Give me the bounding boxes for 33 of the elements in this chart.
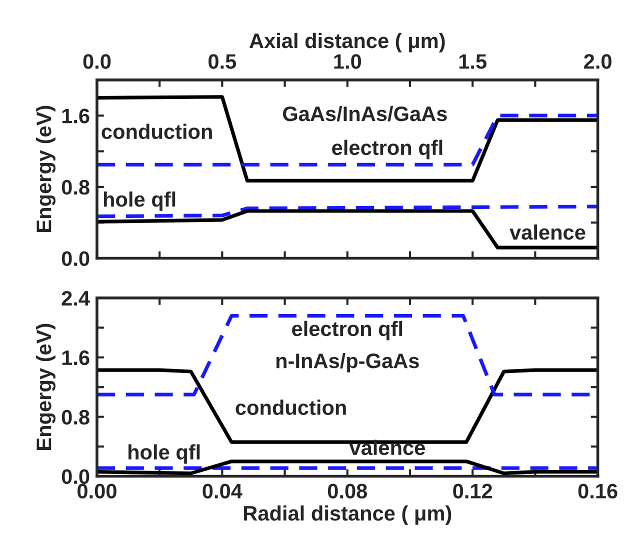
x-tick-label: 0.5 bbox=[208, 54, 236, 69]
x-tick-label: 1.5 bbox=[459, 54, 486, 69]
x-tick-label: 0.12 bbox=[453, 484, 492, 499]
line-series bbox=[96, 95, 598, 182]
x-tick-label: 1.0 bbox=[334, 54, 362, 69]
x-tick-label: 0.0 bbox=[83, 54, 111, 69]
annotation: conduction bbox=[236, 400, 346, 415]
annotation: valence bbox=[349, 440, 425, 456]
x-tick-label: 2.0 bbox=[584, 54, 612, 69]
annotation: hole qfl bbox=[104, 191, 176, 211]
y-tick-label: 2.4 bbox=[62, 290, 90, 306]
y-tick-label: 0.0 bbox=[62, 469, 90, 484]
x-axis-title: Axial distance ( μm) bbox=[250, 32, 445, 52]
x-tick-label: 0.16 bbox=[578, 484, 618, 499]
y-tick-label: 1.6 bbox=[62, 108, 90, 124]
line-series bbox=[96, 209, 598, 250]
x-tick-label: 0.00 bbox=[78, 484, 116, 499]
annotation: electron qfl bbox=[292, 320, 402, 340]
x-tick-label: 0.08 bbox=[328, 484, 368, 499]
annotation: GaAs/InAs/GaAs bbox=[282, 106, 447, 122]
annotation: conduction bbox=[102, 124, 212, 140]
x-tick-label: 0.04 bbox=[202, 484, 242, 499]
y-tick-label: 0.8 bbox=[62, 410, 90, 425]
y-axis-title: Engergy (eV) bbox=[36, 106, 56, 232]
y-tick-label: 0.8 bbox=[62, 180, 90, 195]
x-axis-title: Radial distance ( μm) bbox=[244, 505, 452, 525]
annotation: n-InAs/p-GaAs bbox=[276, 352, 419, 372]
annotation: hole qfl bbox=[128, 444, 200, 464]
y-axis-title: Engergy (eV) bbox=[36, 324, 56, 450]
y-tick-label: 0.0 bbox=[62, 251, 90, 266]
y-tick-label: 1.6 bbox=[62, 350, 90, 366]
annotation: electron qfl bbox=[332, 140, 442, 160]
annotation: valence bbox=[510, 224, 586, 240]
